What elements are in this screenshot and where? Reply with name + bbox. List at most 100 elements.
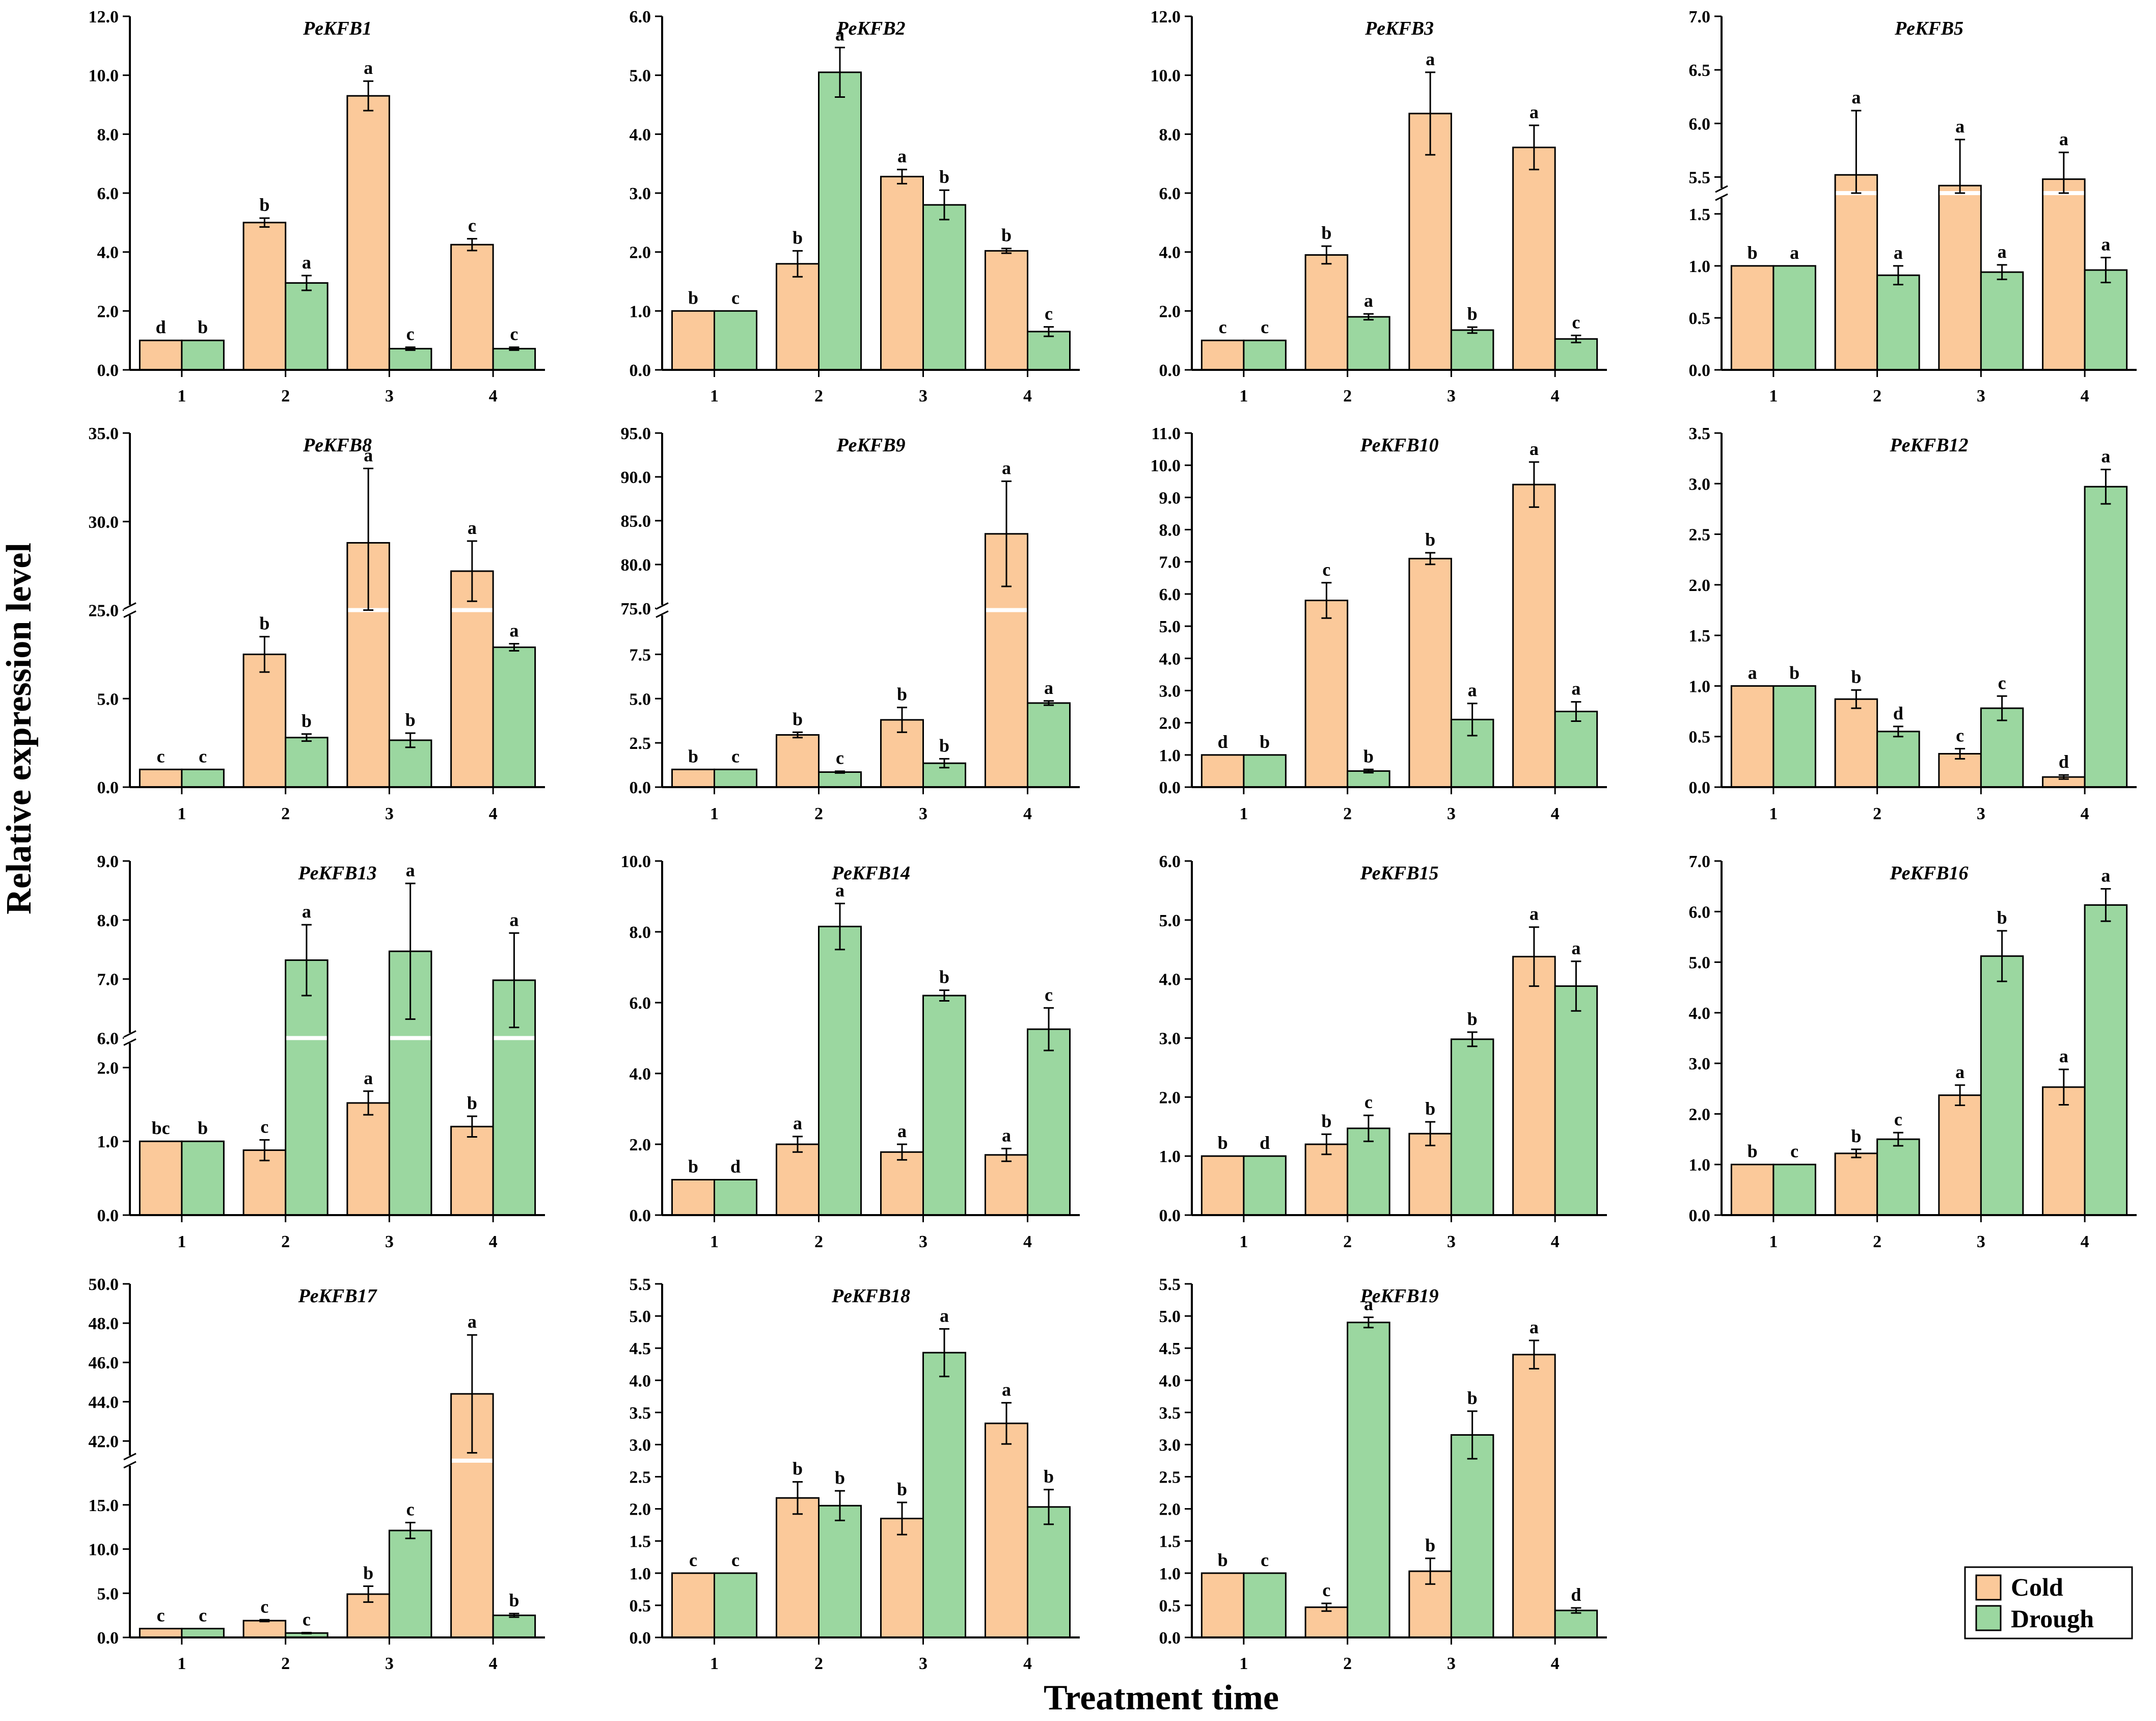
x-tick-label: 4 — [1551, 1654, 1560, 1673]
y-tick-label: 7.0 — [1689, 852, 1711, 871]
y-tick-label: 3.0 — [1159, 1030, 1181, 1048]
bar-break-gap — [390, 1036, 431, 1040]
bar-cold-4 — [984, 1154, 1028, 1216]
y-tick-label: 1.0 — [1159, 1565, 1181, 1583]
bar-cold-1 — [139, 339, 183, 371]
y-tick-label: 3.0 — [1689, 475, 1711, 494]
bar-cold-1 — [1200, 339, 1245, 371]
significance-letter: c — [1998, 673, 2006, 693]
y-tick-label: 1.0 — [97, 1133, 119, 1151]
bar-drough-1 — [181, 1628, 225, 1638]
significance-letter: c — [1322, 559, 1330, 580]
panel-pekfb15: b b b a d c b a 0.0 1.0 2.0 3.0 4.0 5.0 6.0 1 2 3 4 PeKFB15 — [1159, 852, 1607, 1251]
y-tick-label: 0.0 — [97, 1206, 119, 1225]
y-tick-label: 3.0 — [1159, 682, 1181, 701]
y-tick-label: 3.5 — [1159, 1404, 1181, 1422]
bar-drough-2 — [1876, 1138, 1920, 1216]
y-tick-label: 6.0 — [97, 184, 119, 203]
significance-letter: a — [468, 1311, 477, 1332]
x-tick-label: 3 — [919, 1654, 927, 1673]
x-tick-label: 3 — [1447, 387, 1456, 406]
y-tick-label: 2.0 — [630, 1500, 651, 1519]
bar-cold-1 — [671, 768, 715, 788]
significance-letter: b — [793, 227, 803, 248]
y-tick-label: 5.0 — [97, 1584, 119, 1603]
bar-drough-4 — [492, 347, 536, 371]
y-tick-label: 1.0 — [1689, 1156, 1711, 1175]
significance-letter: c — [1219, 317, 1227, 337]
y-tick-label: 1.0 — [1689, 677, 1711, 696]
significance-letter: b — [1321, 1111, 1331, 1131]
significance-letter: a — [1530, 904, 1539, 924]
significance-letter: b — [198, 1118, 208, 1138]
bar-drough-2 — [818, 1504, 862, 1638]
panel-pekfb17: c c b a c c c b 0.0 5.0 10.0 15.0 42.0 44.0 46.0 48.0 50… — [89, 1275, 545, 1673]
bar-drough-1 — [714, 1179, 758, 1216]
bar-cold-2 — [1304, 600, 1349, 788]
x-tick-label: 2 — [814, 804, 823, 823]
y-tick-label: 7.0 — [97, 971, 119, 989]
panel-title: PeKFB19 — [1359, 1285, 1438, 1307]
y-tick-label: 2.5 — [1689, 526, 1711, 545]
significance-letter: a — [1851, 87, 1861, 107]
significance-letter: b — [1748, 1141, 1758, 1162]
y-tick-label: 2.0 — [630, 1136, 651, 1154]
y-tick-label: 8.0 — [97, 911, 119, 930]
y-tick-label: 8.0 — [97, 125, 119, 144]
y-tick-label: 7.0 — [1689, 8, 1711, 26]
bar-cold-2 — [1834, 698, 1878, 788]
x-tick-label: 2 — [1873, 804, 1881, 823]
y-tick-label: 1.0 — [1159, 746, 1181, 765]
y-tick-label: 11.0 — [1151, 424, 1181, 443]
legend-swatch-drough — [1975, 1605, 2002, 1631]
x-tick-label: 1 — [710, 1232, 719, 1251]
y-tick-label: 0.0 — [630, 1206, 651, 1225]
significance-letter: c — [406, 1499, 415, 1519]
bar-drough-1 — [181, 768, 225, 788]
bar-drough-4 — [492, 646, 536, 788]
panel-title: PeKFB14 — [831, 863, 910, 884]
y-tick-label: 12.0 — [1151, 8, 1181, 26]
y-tick-label: 1.0 — [1159, 1147, 1181, 1166]
y-tick-label: 0.5 — [1689, 309, 1711, 328]
x-tick-label: 4 — [1551, 387, 1560, 406]
y-tick-label: 2.0 — [1159, 1088, 1181, 1107]
x-tick-label: 2 — [814, 387, 823, 406]
bar-cold-3 — [880, 1518, 924, 1638]
x-tick-label: 2 — [1873, 1232, 1881, 1251]
significance-letter: b — [1997, 907, 2007, 928]
panel-pekfb16: b b a a c c b a 0.0 1.0 2.0 3.0 4.0 5.0 6.0 7.0 1 2 3 4 PeKF… — [1689, 852, 2137, 1251]
axis-break-mark — [123, 610, 137, 618]
y-tick-label: 0.0 — [97, 361, 119, 380]
bar-cold-1 — [1200, 1155, 1245, 1216]
significance-letter: a — [1998, 241, 2007, 262]
significance-letter: c — [510, 324, 518, 344]
significance-letter: a — [1955, 1062, 1964, 1082]
y-tick-label: 50.0 — [89, 1275, 119, 1294]
y-tick-label: 5.0 — [1159, 1307, 1181, 1326]
bar-cold-4 — [450, 244, 494, 371]
bar-drough-4 — [2084, 486, 2128, 788]
y-tick-label: 5.0 — [1159, 617, 1181, 636]
y-tick-label: 2.0 — [1159, 1500, 1181, 1519]
bar-drough-4 — [1554, 338, 1598, 371]
bar-cold-1 — [1200, 754, 1245, 788]
significance-letter: b — [939, 735, 949, 756]
y-tick-label: 6.0 — [1159, 184, 1181, 203]
bar-cold-4 — [450, 570, 494, 788]
y-tick-label: 2.0 — [1159, 302, 1181, 321]
y-tick-label: 9.0 — [1159, 489, 1181, 507]
significance-letter: d — [730, 1157, 741, 1177]
y-tick-label: 25.0 — [89, 602, 119, 621]
y-tick-label: 75.0 — [621, 600, 651, 619]
bar-drough-3 — [388, 1529, 432, 1638]
y-tick-label: 15.0 — [89, 1496, 119, 1515]
y-tick-label: 2.0 — [630, 244, 651, 262]
y-tick-label: 0.0 — [97, 1629, 119, 1648]
y-tick-label: 6.0 — [630, 8, 651, 26]
bar-drough-4 — [1554, 985, 1598, 1216]
x-tick-label: 3 — [1977, 1232, 1985, 1251]
bar-drough-2 — [285, 737, 329, 788]
bar-drough-3 — [922, 1352, 967, 1638]
bar-cold-3 — [1408, 113, 1452, 371]
